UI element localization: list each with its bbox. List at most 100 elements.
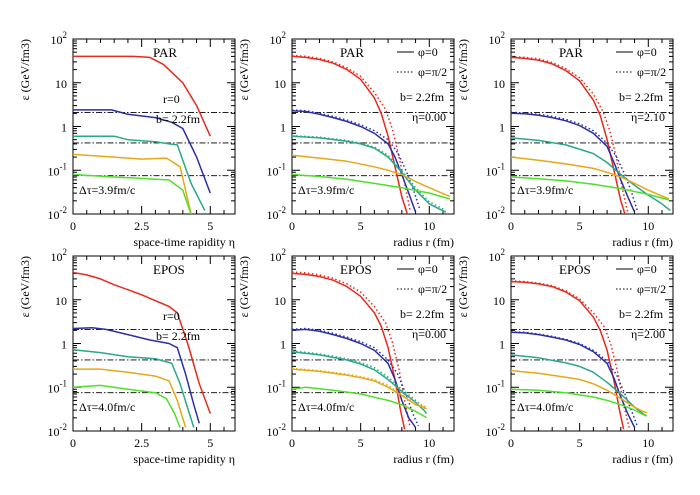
series-line-blue xyxy=(292,328,417,428)
legend-label: φ=0 xyxy=(637,262,657,276)
x-axis-label: space-time rapidity η xyxy=(133,235,235,249)
annotation-impact: b= 2.2fm xyxy=(619,90,664,104)
series-line-green xyxy=(511,388,648,417)
series-line-blue-dotted xyxy=(292,327,419,427)
y-tick-label: 102 xyxy=(51,247,68,264)
x-tick-label: 2.5 xyxy=(134,436,149,450)
series-line-orange xyxy=(511,156,670,200)
y-tick-label: 10-2 xyxy=(267,205,287,222)
series-line-red xyxy=(73,55,211,137)
x-axis-label: radius r (fm) xyxy=(393,235,454,249)
panel-bottom-right: 0 5 10 102 10 1 10-1 10-2 radius r (fm) ε (GeV/fm… xyxy=(456,247,674,466)
series-line-teal xyxy=(73,348,195,428)
x-tick-label: 10 xyxy=(423,219,435,233)
series-line-teal-dotted xyxy=(292,134,447,212)
y-tick-label: 102 xyxy=(51,30,68,47)
series-line-green xyxy=(292,173,451,200)
y-tick-label: 10 xyxy=(55,294,67,308)
y-tick-label: 10-1 xyxy=(48,161,68,178)
series-line-teal-dotted xyxy=(292,350,428,411)
y-tick-label: 10-1 xyxy=(486,161,506,178)
series-line-blue xyxy=(73,109,212,194)
x-tick-label: 5 xyxy=(358,219,364,233)
annotation-radius: r=0 xyxy=(163,309,180,323)
series-line-red xyxy=(292,55,409,214)
y-tick-label: 10 xyxy=(55,77,67,91)
y-tick-label: 1 xyxy=(280,121,286,135)
legend-label: φ=π/2 xyxy=(637,65,666,79)
y-tick-label: 1 xyxy=(61,121,67,135)
x-tick-label: 0 xyxy=(508,436,514,450)
x-tick-label: 10 xyxy=(423,436,435,450)
x-axis-label: radius r (fm) xyxy=(393,452,454,466)
y-tick-label: 10-2 xyxy=(486,422,506,439)
y-axis-label: ε (GeV/fm3) xyxy=(456,39,470,100)
panel-label: EPOS xyxy=(559,262,591,277)
series-line-teal xyxy=(292,135,447,213)
legend-label: φ=π/2 xyxy=(418,282,447,296)
annotation-eta: η=2.10 xyxy=(631,110,665,124)
x-tick-label: 2.5 xyxy=(134,219,149,233)
legend-label: φ=π/2 xyxy=(418,65,447,79)
y-tick-label: 1 xyxy=(499,121,505,135)
series-line-red-dotted xyxy=(511,280,630,428)
legend-label: φ=0 xyxy=(418,45,438,59)
series-line-blue xyxy=(511,112,636,213)
series-line-blue-dotted xyxy=(292,109,421,210)
x-tick-label: 0 xyxy=(70,436,76,450)
x-axis-label: radius r (fm) xyxy=(612,235,673,249)
panel-label: PAR xyxy=(340,45,364,60)
x-tick-label: 5 xyxy=(577,436,583,450)
series-line-blue xyxy=(292,109,417,213)
series-line-green xyxy=(292,386,427,419)
y-tick-label: 10-2 xyxy=(267,422,287,439)
panel-top-middle: 0 5 10 102 10 1 10-1 10-2 radius r (fm) ε (GeV/fm… xyxy=(237,30,455,249)
annotation-dtau: Δτ=4.0fm/c xyxy=(298,400,354,414)
panel-label: PAR xyxy=(559,45,583,60)
annotation-dtau: Δτ=4.0fm/c xyxy=(79,400,135,414)
x-tick-label: 5 xyxy=(577,219,583,233)
series-line-orange xyxy=(73,153,192,214)
panel-label: EPOS xyxy=(340,262,372,277)
x-tick-label: 0 xyxy=(70,219,76,233)
y-tick-label: 10 xyxy=(493,77,505,91)
y-tick-label: 102 xyxy=(489,247,506,264)
annotation-impact: b= 2.2fm xyxy=(156,112,201,126)
annotation-dtau: Δτ=3.9fm/c xyxy=(298,183,354,197)
y-tick-label: 10 xyxy=(493,294,505,308)
y-tick-label: 10 xyxy=(274,77,286,91)
y-axis-label: ε (GeV/fm3) xyxy=(18,256,32,317)
y-tick-label: 10-1 xyxy=(267,378,287,395)
x-tick-label: 5 xyxy=(358,436,364,450)
x-tick-label: 10 xyxy=(642,436,654,450)
series-line-teal xyxy=(511,137,671,212)
y-tick-label: 10 xyxy=(274,294,286,308)
legend-label: φ=π/2 xyxy=(637,282,666,296)
series-line-teal xyxy=(511,354,648,417)
y-tick-label: 10-1 xyxy=(486,378,506,395)
y-tick-label: 1 xyxy=(499,338,505,352)
panel-bottom-left: 0 2.5 5 102 10 1 10-1 10-2 space-time rapidity η… xyxy=(18,247,236,466)
annotation-impact: b= 2.2fm xyxy=(400,307,445,321)
series-line-blue xyxy=(73,326,201,424)
y-axis-label: ε (GeV/fm3) xyxy=(456,256,470,317)
panel-top-right: 0 5 10 102 10 1 10-1 10-2 radius r (fm) ε (GeV/fm… xyxy=(456,30,674,249)
panel-bottom-middle: 0 5 10 102 10 1 10-1 10-2 radius r (fm) ε (GeV/fm… xyxy=(237,247,455,466)
y-axis-label: ε (GeV/fm3) xyxy=(18,39,32,100)
y-tick-label: 10-1 xyxy=(48,378,68,395)
y-tick-label: 10-2 xyxy=(486,205,506,222)
annotation-eta: η=0.00 xyxy=(412,110,446,124)
annotation-impact: b= 2.2fm xyxy=(619,307,664,321)
y-tick-label: 10-1 xyxy=(267,161,287,178)
annotation-impact: b= 2.2fm xyxy=(400,90,445,104)
series-line-orange-dotted xyxy=(292,367,427,408)
series-line-red-dotted xyxy=(292,54,411,211)
panel-top-left: 0 2.5 5 102 10 1 10-1 10-2 space-time rapidity η… xyxy=(18,30,236,249)
x-tick-label: 0 xyxy=(289,219,295,233)
x-tick-label: 5 xyxy=(207,436,213,450)
x-axis-label: space-time rapidity η xyxy=(133,452,235,466)
annotation-dtau: Δτ=3.9fm/c xyxy=(517,183,573,197)
legend-label: φ=0 xyxy=(637,45,657,59)
